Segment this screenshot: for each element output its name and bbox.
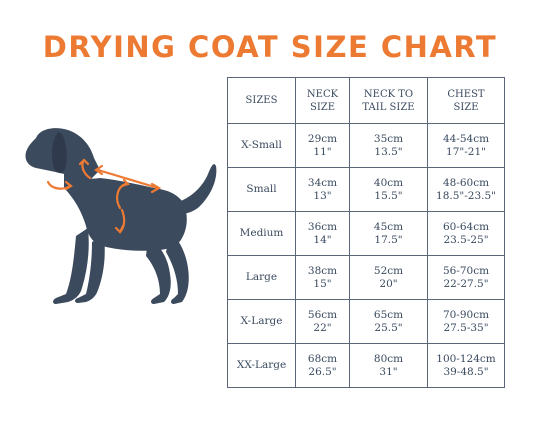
- chest-size-cell: 56-70cm 22-27.5": [427, 255, 505, 300]
- table-row: X-Small 29cm 11" 35cm 13.5" 44-54cm 17"-21": [227, 123, 505, 168]
- table-row: Medium 36cm 14" 45cm 17.5" 60-64cm 23.5-25": [227, 211, 505, 256]
- neck-to-tail-cell: 40cm 15.5": [349, 167, 428, 212]
- neck-to-tail-cell: 52cm 20": [349, 255, 428, 300]
- header-neck-size: NECK SIZE: [295, 77, 350, 124]
- table-row: Large 38cm 15" 52cm 20" 56-70cm 22-27.5": [227, 255, 505, 300]
- size-label: XX-Large: [227, 343, 296, 388]
- neck-to-tail-cell: 35cm 13.5": [349, 123, 428, 168]
- header-chest-size: CHEST SIZE: [427, 77, 505, 124]
- size-label: X-Small: [227, 123, 296, 168]
- neck-size-cell: 29cm 11": [295, 123, 350, 168]
- size-label: Large: [227, 255, 296, 300]
- table-row: X-Large 56cm 22" 65cm 25.5" 70-90cm 27.5-35…: [227, 299, 505, 344]
- table-header-row: SIZES NECK SIZE NECK TO TAIL SIZE CHEST …: [227, 77, 505, 124]
- size-label: X-Large: [227, 299, 296, 344]
- neck-size-cell: 34cm 13": [295, 167, 350, 212]
- table-row: Small 34cm 13" 40cm 15.5" 48-60cm 18.5"-23.…: [227, 167, 505, 212]
- neck-to-tail-cell: 45cm 17.5": [349, 211, 428, 256]
- neck-to-tail-cell: 80cm 31": [349, 343, 428, 388]
- header-sizes: SIZES: [227, 77, 296, 124]
- size-chart-table: SIZES NECK SIZE NECK TO TAIL SIZE CHEST …: [227, 77, 505, 388]
- size-label: Medium: [227, 211, 296, 256]
- table-row: XX-Large 68cm 26.5" 80cm 31" 100-124cm 39-4…: [227, 343, 505, 388]
- header-neck-to-tail-size: NECK TO TAIL SIZE: [349, 77, 428, 124]
- neck-size-cell: 38cm 15": [295, 255, 350, 300]
- chest-size-cell: 44-54cm 17"-21": [427, 123, 505, 168]
- neck-size-cell: 56cm 22": [295, 299, 350, 344]
- page-title: DRYING COAT SIZE CHART: [42, 30, 498, 64]
- chest-size-cell: 48-60cm 18.5"-23.5": [427, 167, 505, 212]
- size-label: Small: [227, 167, 296, 212]
- chest-size-cell: 100-124cm 39-48.5": [427, 343, 505, 388]
- chest-size-cell: 70-90cm 27.5-35": [427, 299, 505, 344]
- neck-size-cell: 36cm 14": [295, 211, 350, 256]
- neck-to-tail-cell: 65cm 25.5": [349, 299, 428, 344]
- dog-silhouette-icon: [25, 128, 217, 304]
- chest-size-cell: 60-64cm 23.5-25": [427, 211, 505, 256]
- neck-size-cell: 68cm 26.5": [295, 343, 350, 388]
